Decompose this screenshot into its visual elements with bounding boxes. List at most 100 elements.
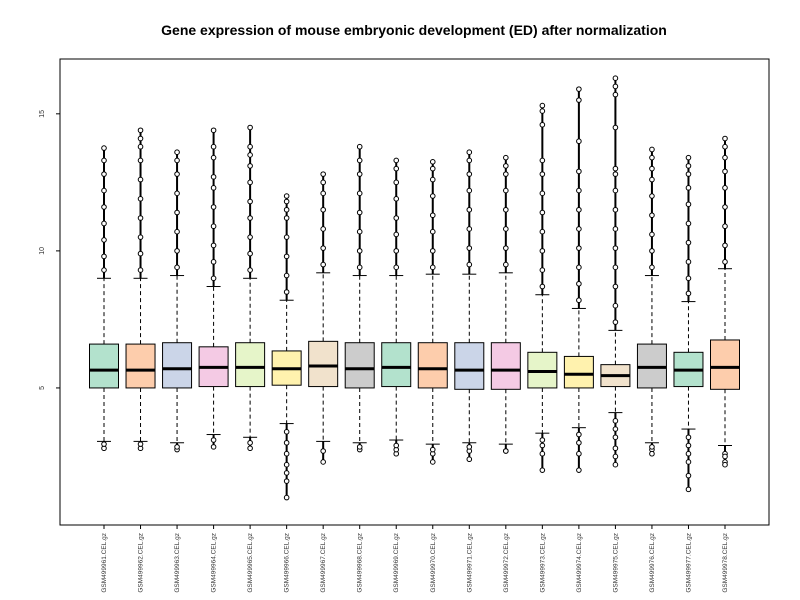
outlier-point — [613, 419, 618, 424]
outlier-point — [686, 155, 691, 160]
outlier-point — [467, 150, 472, 155]
outlier-point — [504, 155, 509, 160]
outlier-point — [686, 473, 691, 478]
outlier-point — [504, 227, 509, 232]
outlier-point — [650, 232, 655, 237]
outlier-point — [248, 164, 253, 169]
x-tick-label: GSM499961.CEL.gz — [101, 533, 108, 593]
x-tick-label: GSM499964.CEL.gz — [211, 533, 218, 593]
outlier-point — [248, 268, 253, 273]
outlier-point — [284, 194, 289, 199]
outlier-point — [284, 235, 289, 240]
outlier-point — [686, 221, 691, 226]
outlier-point — [467, 445, 472, 450]
outlier-point — [540, 109, 545, 114]
outlier-point — [613, 427, 618, 432]
x-tick-label: GSM499968.CEL.gz — [357, 533, 364, 593]
outlier-point — [175, 445, 180, 450]
outlier-point — [321, 227, 326, 232]
outlier-point — [102, 238, 107, 243]
outlier-point — [540, 438, 545, 443]
outlier-point — [102, 188, 107, 193]
box-iqr — [711, 340, 740, 389]
outlier-point — [540, 158, 545, 163]
outlier-point — [577, 298, 582, 303]
outlier-point — [613, 125, 618, 130]
outlier-point — [723, 169, 728, 174]
outlier-point — [394, 232, 399, 237]
outlier-point — [686, 276, 691, 281]
outlier-point — [650, 147, 655, 152]
y-axis: 5 10 15 — [39, 110, 60, 390]
box-iqr — [126, 344, 155, 388]
outlier-point — [613, 84, 618, 89]
x-tick-label: GSM499976.CEL.gz — [649, 533, 656, 593]
outlier-point — [686, 240, 691, 245]
outlier-point — [211, 144, 216, 149]
outlier-point — [138, 136, 143, 141]
outlier-point — [430, 229, 435, 234]
x-tick-label: GSM499969.CEL.gz — [393, 533, 400, 593]
outlier-point — [138, 197, 143, 202]
outlier-point — [577, 440, 582, 445]
box-group — [309, 172, 338, 464]
x-tick-label: GSM499966.CEL.gz — [284, 533, 291, 593]
outlier-point — [577, 451, 582, 456]
outlier-point — [321, 246, 326, 251]
outlier-point — [723, 136, 728, 141]
outlier-point — [248, 199, 253, 204]
outlier-point — [650, 265, 655, 270]
outlier-point — [504, 188, 509, 193]
outlier-point — [613, 92, 618, 97]
outlier-point — [394, 180, 399, 185]
outlier-point — [650, 177, 655, 182]
x-tick-label: GSM499973.CEL.gz — [539, 533, 546, 593]
x-tick-label: GSM499978.CEL.gz — [722, 533, 729, 593]
outlier-point — [138, 216, 143, 221]
outlier-point — [284, 479, 289, 484]
outlier-point — [394, 249, 399, 254]
x-tick-label: GSM499977.CEL.gz — [685, 533, 692, 593]
outlier-point — [357, 191, 362, 196]
outlier-point — [175, 158, 180, 163]
outlier-point — [723, 205, 728, 210]
outlier-point — [211, 438, 216, 443]
outlier-point — [175, 150, 180, 155]
outlier-point — [394, 158, 399, 163]
x-tick-label: GSM499970.CEL.gz — [430, 533, 437, 593]
outlier-point — [102, 268, 107, 273]
outlier-point — [211, 155, 216, 160]
outlier-point — [723, 186, 728, 191]
outlier-point — [577, 98, 582, 103]
outlier-point — [394, 443, 399, 448]
outlier-point — [248, 440, 253, 445]
outlier-point — [723, 454, 728, 459]
outlier-point — [175, 172, 180, 177]
outlier-point — [686, 172, 691, 177]
outlier-point — [284, 451, 289, 456]
outlier-point — [467, 207, 472, 212]
box-group — [637, 147, 666, 456]
outlier-point — [357, 158, 362, 163]
outlier-point — [613, 166, 618, 171]
outlier-point — [577, 227, 582, 232]
box-iqr — [236, 343, 265, 387]
outlier-point — [138, 158, 143, 163]
outlier-point — [284, 462, 289, 467]
box-group — [601, 76, 630, 467]
outlier-point — [613, 207, 618, 212]
outlier-point — [357, 144, 362, 149]
outlier-point — [394, 197, 399, 202]
outlier-point — [577, 139, 582, 144]
x-tick-label: GSM499962.CEL.gz — [138, 533, 145, 593]
outlier-point — [540, 249, 545, 254]
outlier-point — [248, 144, 253, 149]
outlier-point — [102, 254, 107, 259]
outlier-point — [540, 172, 545, 177]
box-iqr — [455, 343, 484, 390]
outlier-point — [723, 243, 728, 248]
outlier-point — [430, 166, 435, 171]
box-iqr — [418, 343, 447, 388]
outlier-point — [577, 281, 582, 286]
x-tick-label: GSM499972.CEL.gz — [503, 533, 510, 593]
